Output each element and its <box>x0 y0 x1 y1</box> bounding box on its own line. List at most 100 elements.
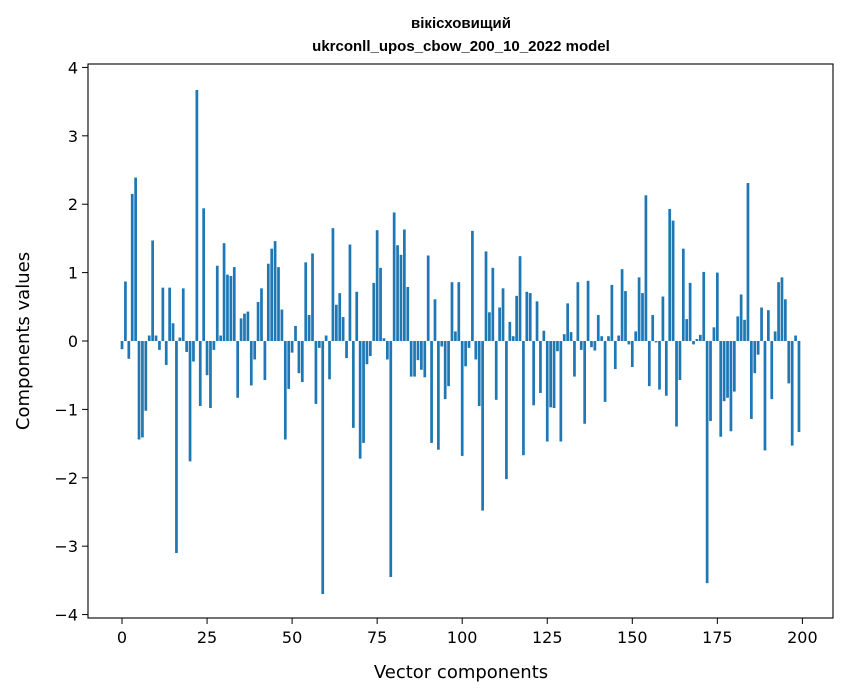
y-tick-label: 4 <box>68 58 78 77</box>
bar-component-0 <box>120 341 124 350</box>
bar-component-123 <box>539 341 542 393</box>
bar-component-58 <box>317 341 321 348</box>
bar-component-174 <box>712 327 716 341</box>
bar-component-22 <box>195 89 199 342</box>
bar-component-33 <box>232 267 236 341</box>
x-tick-label: 25 <box>197 628 217 647</box>
bar-component-166 <box>685 319 689 341</box>
bar-component-6 <box>141 341 144 438</box>
bar-component-104 <box>474 341 478 360</box>
bar-component-99 <box>457 282 461 341</box>
bar-component-91 <box>430 341 433 443</box>
bar-component-105 <box>477 341 481 406</box>
bar-component-67 <box>348 244 352 341</box>
bar-component-131 <box>566 303 570 341</box>
bar-component-42 <box>263 341 267 380</box>
bar-component-191 <box>770 341 774 400</box>
bar-component-107 <box>484 251 488 341</box>
bar-component-32 <box>229 276 233 341</box>
bar-component-144 <box>610 284 614 341</box>
bar-component-2 <box>127 341 131 359</box>
bar-component-84 <box>406 286 410 341</box>
x-axis-label: Vector components <box>374 662 548 683</box>
x-tick-label: 100 <box>447 628 478 647</box>
bar-component-55 <box>307 315 311 341</box>
bar-component-138 <box>590 341 593 348</box>
bar-component-20 <box>188 341 192 462</box>
bar-component-39 <box>253 341 257 360</box>
bar-component-102 <box>467 341 471 348</box>
bar-component-11 <box>158 341 161 350</box>
bars-layer <box>120 89 801 595</box>
bar-component-198 <box>794 335 797 341</box>
y-axis-label: Components values <box>13 252 34 430</box>
bar-component-18 <box>181 288 185 341</box>
bar-component-151 <box>634 331 638 341</box>
bar-component-158 <box>658 341 661 390</box>
bar-component-72 <box>365 341 369 365</box>
bar-component-135 <box>579 341 583 350</box>
bar-component-179 <box>729 341 733 432</box>
bar-component-162 <box>671 220 675 341</box>
bar-component-157 <box>654 341 658 343</box>
bar-component-1 <box>124 281 127 341</box>
chart-title-line1: вікісховищий <box>411 15 511 32</box>
bar-component-93 <box>437 341 440 450</box>
bar-component-116 <box>515 295 518 341</box>
bar-component-63 <box>334 304 338 341</box>
bar-component-34 <box>236 341 240 398</box>
y-tick-label: −3 <box>54 537 78 556</box>
bar-component-197 <box>790 341 794 446</box>
bar-component-27 <box>212 341 216 350</box>
bar-component-98 <box>454 331 457 341</box>
bar-component-186 <box>753 341 757 374</box>
bar-component-120 <box>528 293 532 341</box>
bar-component-184 <box>746 183 750 341</box>
bar-component-80 <box>392 212 396 341</box>
bar-component-127 <box>552 341 556 409</box>
bar-component-132 <box>569 332 573 341</box>
bar-component-12 <box>161 287 165 341</box>
x-tick-label: 175 <box>702 628 733 647</box>
bar-component-182 <box>739 294 743 341</box>
bar-component-142 <box>603 341 607 402</box>
bar-component-106 <box>481 341 484 511</box>
bar-component-54 <box>304 262 308 341</box>
y-tick-label: 3 <box>68 127 78 146</box>
bar-component-50 <box>290 341 294 353</box>
bar-component-74 <box>372 282 376 341</box>
x-tick-label: 50 <box>282 628 302 647</box>
bar-component-44 <box>270 248 274 341</box>
y-tick-label: 2 <box>68 195 78 214</box>
bar-component-178 <box>726 341 729 398</box>
bar-component-43 <box>266 263 270 341</box>
bar-component-109 <box>491 267 495 341</box>
bar-component-141 <box>600 336 604 341</box>
bar-component-48 <box>283 341 287 440</box>
bar-component-164 <box>678 341 682 380</box>
bar-component-115 <box>511 336 515 341</box>
bar-component-28 <box>215 265 219 341</box>
plot-frame <box>87 63 834 619</box>
bar-component-137 <box>586 280 590 341</box>
bar-component-38 <box>249 341 253 386</box>
bar-component-78 <box>386 341 389 360</box>
bar-component-26 <box>209 341 212 409</box>
bar-component-155 <box>647 341 651 387</box>
bar-component-143 <box>607 336 610 341</box>
bar-component-161 <box>668 209 672 341</box>
bar-component-117 <box>518 256 522 341</box>
bar-component-156 <box>651 315 655 341</box>
bar-component-16 <box>175 341 178 554</box>
chart-title-line2: ukrconll_upos_cbow_200_10_2022 model <box>312 38 610 55</box>
bar-component-176 <box>719 341 723 437</box>
bar-component-121 <box>532 341 535 406</box>
bar-component-183 <box>743 319 746 341</box>
bar-component-47 <box>280 309 284 341</box>
bar-component-124 <box>542 330 546 341</box>
bar-component-97 <box>450 282 454 341</box>
bar-component-73 <box>368 341 372 357</box>
bar-component-136 <box>583 341 587 424</box>
bar-component-82 <box>399 254 403 341</box>
